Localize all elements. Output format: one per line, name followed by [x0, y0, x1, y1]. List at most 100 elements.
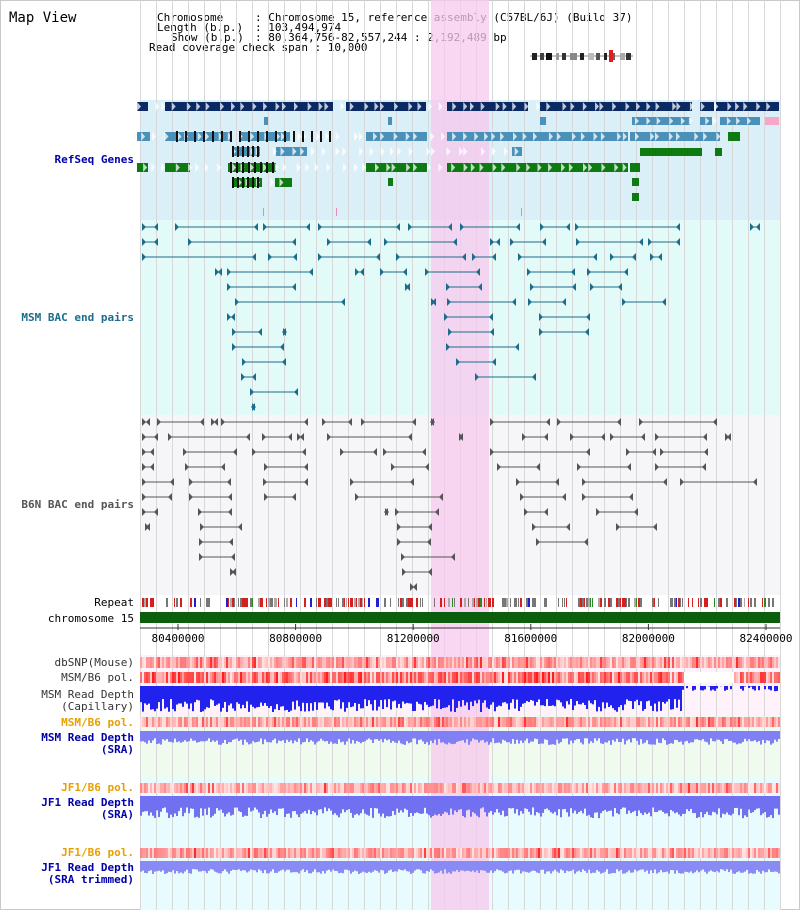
jf1-depth [710, 796, 712, 816]
msm-b6-pol-sra-heat [604, 717, 606, 727]
jf1-b6-pol-heat [534, 783, 536, 793]
track-label-b6n-bac[interactable]: B6N BAC end pairs [21, 498, 134, 511]
jf1-depth [436, 796, 438, 816]
gene-row-5-strand-arrow [391, 163, 396, 172]
jf1-depth-trimmed [292, 861, 294, 873]
jf1-depth [222, 796, 224, 813]
repeat-element [676, 598, 677, 607]
jf1-b6-pol-trimmed-heat [666, 848, 668, 858]
msm-b6-pol-sra-heat [778, 717, 780, 727]
jf1-b6-pol-trimmed-heat [430, 848, 432, 858]
msm-depth-sra [288, 731, 290, 742]
jf1-b6-pol-heat [504, 783, 506, 793]
jf1-b6-pol-heat [556, 783, 558, 793]
gene-row-4-strand-arrow [321, 147, 326, 156]
jf1-b6-pol-trimmed-heat [390, 848, 392, 858]
jf1-b6-pol-trimmed-heat [168, 848, 170, 858]
msm-depth-sra [658, 731, 660, 743]
jf1-depth-trimmed [446, 861, 448, 874]
msm-b6-pol-heat [432, 672, 434, 683]
jf1-depth [348, 796, 350, 810]
repeat-element [342, 598, 344, 607]
msm-b6-pol-sra-heat [490, 717, 492, 727]
b6n-bac-end [229, 538, 233, 546]
msm-b6-pol-sra-heat [520, 717, 522, 727]
msm-depth-sra [700, 731, 702, 741]
jf1-depth [640, 796, 642, 814]
jf1-depth-trimmed [500, 861, 502, 871]
jf1-b6-pol-heat [366, 783, 368, 793]
jf1-b6-pol-trimmed-heat [242, 848, 244, 858]
jf1-b6-pol-heat [264, 783, 266, 793]
jf1-b6-pol-trimmed-heat [422, 848, 424, 858]
msm-depth-sra [246, 731, 248, 743]
b6n-bac-end [355, 493, 359, 501]
msm-depth-capillary [260, 686, 262, 703]
msm-bac-end [250, 388, 254, 396]
jf1-depth-trimmed [408, 861, 410, 872]
track-label-msm-depth-cap-1: MSM Read Depth [41, 688, 134, 701]
jf1-b6-pol-heat [446, 783, 448, 793]
jf1-b6-pol-trimmed-heat [740, 848, 742, 858]
jf1-depth [476, 796, 478, 816]
repeat-element [274, 598, 276, 607]
msm-b6-pol-sra-heat [776, 717, 778, 727]
track-label-repeat: Repeat [94, 596, 134, 609]
msm-b6-pol-sra-heat [304, 717, 306, 727]
dbsnp-heat [396, 657, 398, 668]
track-label-msm-bac[interactable]: MSM BAC end pairs [21, 311, 134, 324]
jf1-depth-trimmed [584, 861, 586, 871]
repeat-element [336, 598, 337, 607]
jf1-b6-pol-trimmed-heat [694, 848, 696, 858]
msm-b6-pol-sra-heat [302, 717, 304, 727]
gene-row-5-strand-arrow [314, 163, 319, 172]
msm-depth-capillary [674, 686, 676, 700]
msm-b6-pol-heat [346, 672, 348, 683]
jf1-depth-trimmed [688, 861, 690, 873]
dbsnp-heat [540, 657, 542, 668]
msm-b6-pol-sra-heat [264, 717, 266, 727]
jf1-b6-pol-heat [602, 783, 604, 793]
jf1-b6-pol-heat [178, 783, 180, 793]
repeat-element [558, 598, 559, 607]
msm-depth-sra [516, 731, 518, 740]
jf1-depth-trimmed [768, 861, 770, 870]
msm-depth-sra [190, 731, 192, 739]
jf1-depth [506, 796, 508, 816]
gene-row-5-strand-arrow [516, 163, 521, 172]
msm-bac-end [227, 268, 231, 276]
msm-depth-capillary [198, 686, 200, 701]
jf1-b6-pol-trimmed-heat [664, 848, 666, 858]
gene-row-5-strand-arrow [526, 163, 531, 172]
dbsnp-heat [574, 657, 576, 668]
jf1-depth [262, 796, 264, 815]
jf1-depth [512, 796, 514, 809]
jf1-depth [596, 796, 598, 813]
jf1-depth-trimmed [146, 861, 148, 874]
dbsnp-heat [628, 657, 630, 668]
repeat-element [390, 598, 391, 607]
gene-row-4-strand-arrow [292, 147, 297, 156]
jf1-b6-pol-trimmed-heat [736, 848, 738, 858]
jf1-depth [392, 796, 394, 811]
dbsnp-heat [530, 657, 532, 668]
gene-row-1-strand-arrow [349, 102, 354, 111]
jf1-depth [372, 796, 374, 818]
msm-b6-pol-heat [162, 672, 164, 683]
jf1-b6-pol-trimmed-heat [320, 848, 322, 858]
track-label-refseq[interactable]: RefSeq Genes [54, 153, 134, 166]
gene-row-1-strand-arrow [646, 102, 651, 111]
msm-b6-pol-heat [568, 672, 570, 683]
ideogram-current-position [609, 50, 613, 62]
jf1-depth [200, 796, 202, 809]
dbsnp-heat [314, 657, 316, 668]
msm-depth-sra [488, 731, 490, 745]
msm-b6-pol-sra-heat [164, 717, 166, 727]
jf1-depth-trimmed [528, 861, 530, 873]
jf1-b6-pol-heat [400, 783, 402, 793]
msm-b6-pol-sra-heat [568, 717, 570, 727]
msm-b6-pol-sra-heat [224, 717, 226, 727]
msm-depth-capillary [678, 686, 680, 700]
repeat-element [246, 598, 248, 607]
